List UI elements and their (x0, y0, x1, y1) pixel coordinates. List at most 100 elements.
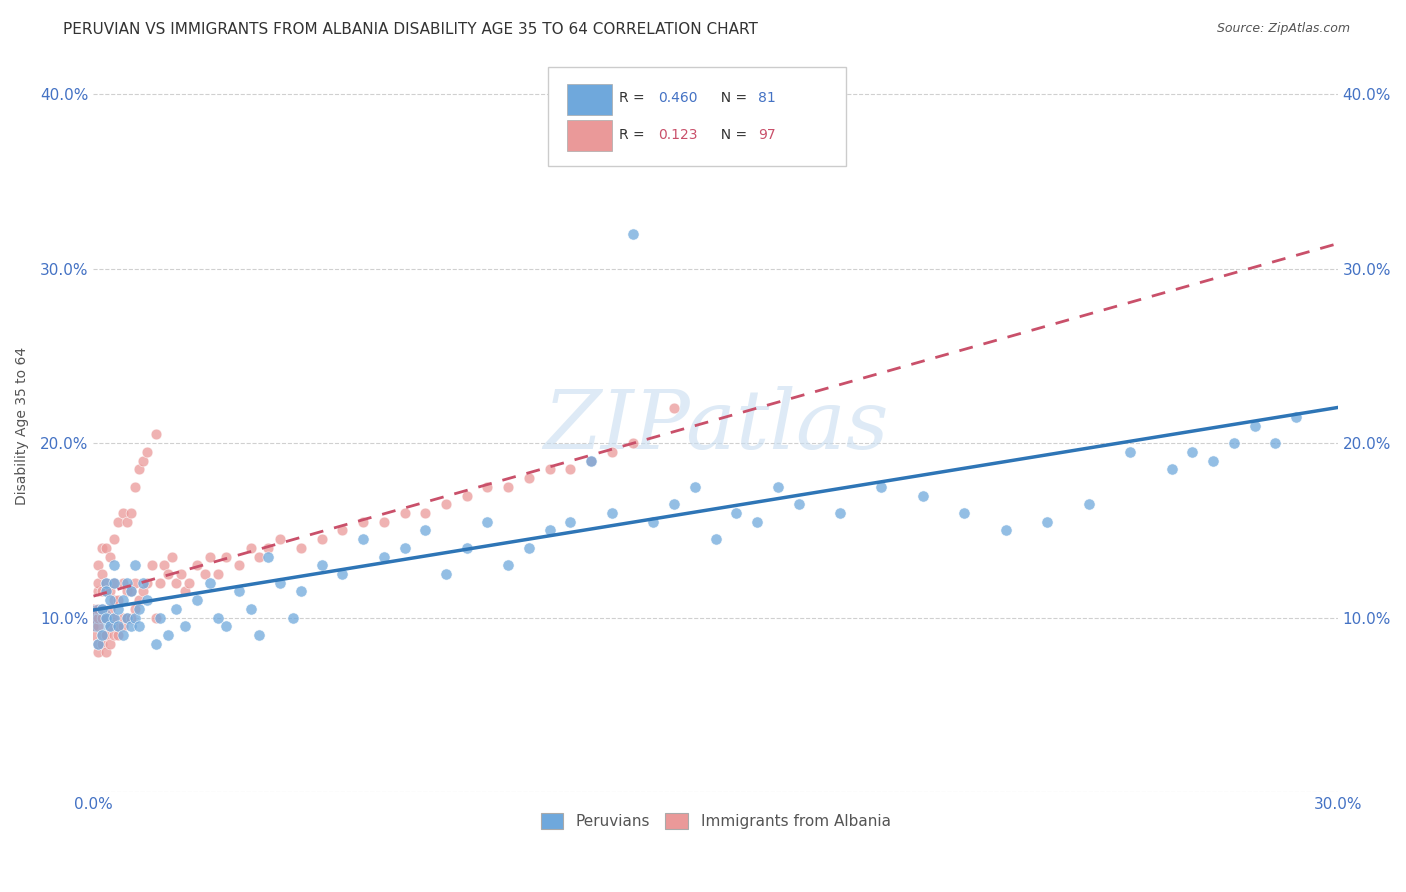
Point (456, 541, 478, 555)
Point (413, 506, 436, 520)
Point (145, 610, 167, 624)
Point (82, 628, 104, 642)
Point (103, 593, 125, 607)
Point (560, 462, 582, 476)
Point (240, 541, 263, 555)
Point (90, 610, 112, 624)
Point (1243, 418, 1265, 433)
Point (90, 566, 112, 581)
Point (94, 584, 117, 599)
Point (157, 628, 180, 642)
Point (124, 480, 146, 494)
Point (94, 628, 117, 642)
Point (124, 558, 146, 573)
Point (413, 524, 436, 538)
Point (136, 445, 159, 459)
Point (115, 515, 138, 529)
Point (153, 558, 176, 573)
Point (373, 549, 395, 564)
Point (94, 541, 117, 555)
Point (90, 628, 112, 642)
Point (111, 593, 134, 607)
Point (94, 645, 117, 659)
Point (162, 549, 184, 564)
Point (149, 610, 172, 624)
Point (98, 549, 121, 564)
Point (247, 628, 270, 642)
Point (911, 489, 934, 503)
Point (94, 610, 117, 624)
Point (683, 480, 706, 494)
Point (177, 575, 200, 590)
Point (132, 453, 155, 467)
Point (169, 566, 191, 581)
Text: R =: R = (619, 128, 652, 142)
Point (136, 575, 159, 590)
Point (538, 462, 561, 476)
Point (103, 575, 125, 590)
Point (1181, 445, 1204, 459)
Point (107, 628, 129, 642)
FancyBboxPatch shape (568, 120, 612, 151)
Text: R =: R = (619, 91, 648, 105)
Point (290, 584, 312, 599)
Text: 97: 97 (758, 128, 776, 142)
Point (725, 506, 748, 520)
Point (496, 480, 519, 494)
Point (247, 549, 270, 564)
Point (828, 506, 851, 520)
Point (149, 575, 172, 590)
Point (477, 480, 499, 494)
Point (330, 566, 353, 581)
Point (600, 445, 623, 459)
Point (662, 497, 685, 511)
Point (115, 610, 138, 624)
Point (808, 113, 831, 128)
Point (560, 515, 582, 529)
Point (98, 637, 121, 651)
Point (434, 566, 457, 581)
Point (311, 532, 333, 546)
Point (352, 532, 374, 546)
Point (103, 610, 125, 624)
Point (98, 619, 121, 633)
Point (1223, 436, 1246, 450)
Text: 0.460: 0.460 (658, 91, 697, 105)
Point (128, 593, 150, 607)
Point (281, 610, 304, 624)
Point (132, 575, 155, 590)
Point (98, 602, 121, 616)
Point (145, 427, 167, 442)
Point (115, 584, 138, 599)
Text: PERUVIAN VS IMMIGRANTS FROM ALBANIA DISABILITY AGE 35 TO 64 CORRELATION CHART: PERUVIAN VS IMMIGRANTS FROM ALBANIA DISA… (63, 22, 758, 37)
Point (128, 602, 150, 616)
Point (198, 549, 221, 564)
Point (136, 593, 159, 607)
Point (621, 227, 644, 241)
Point (373, 515, 395, 529)
Point (98, 584, 121, 599)
Point (128, 462, 150, 476)
Point (111, 575, 134, 590)
Point (90, 602, 112, 616)
Point (107, 619, 129, 633)
Point (198, 575, 221, 590)
Point (103, 575, 125, 590)
Point (115, 575, 138, 590)
Point (94, 575, 117, 590)
Point (215, 619, 238, 633)
Point (94, 575, 117, 590)
Point (124, 610, 146, 624)
Point (103, 532, 125, 546)
Point (111, 619, 134, 633)
Point (186, 593, 208, 607)
Point (477, 515, 499, 529)
Point (269, 532, 291, 546)
Point (86, 575, 108, 590)
Point (662, 401, 685, 416)
Point (1202, 453, 1225, 467)
Point (111, 610, 134, 624)
Point (173, 584, 195, 599)
Point (86, 645, 108, 659)
Text: N =: N = (711, 128, 751, 142)
